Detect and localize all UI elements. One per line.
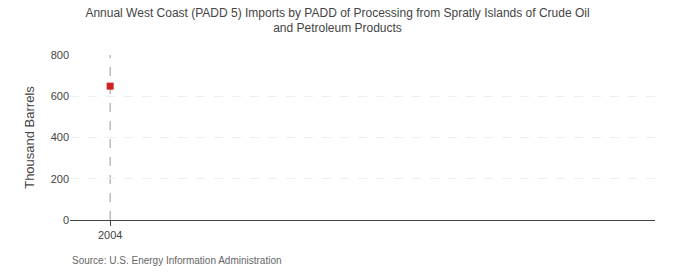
svg-text:Annual West Coast (PADD 5) Imp: Annual West Coast (PADD 5) Imports by PA… <box>85 6 589 36</box>
svg-text:600: 600 <box>51 90 69 102</box>
svg-text:400: 400 <box>51 131 69 143</box>
svg-text:200: 200 <box>51 173 69 185</box>
svg-text:Source: U.S. Energy Informatio: Source: U.S. Energy Information Administ… <box>72 255 282 266</box>
svg-text:800: 800 <box>51 49 69 61</box>
svg-text:2004: 2004 <box>98 229 122 241</box>
svg-text:Thousand Barrels: Thousand Barrels <box>22 86 37 189</box>
svg-text:0: 0 <box>63 214 69 226</box>
